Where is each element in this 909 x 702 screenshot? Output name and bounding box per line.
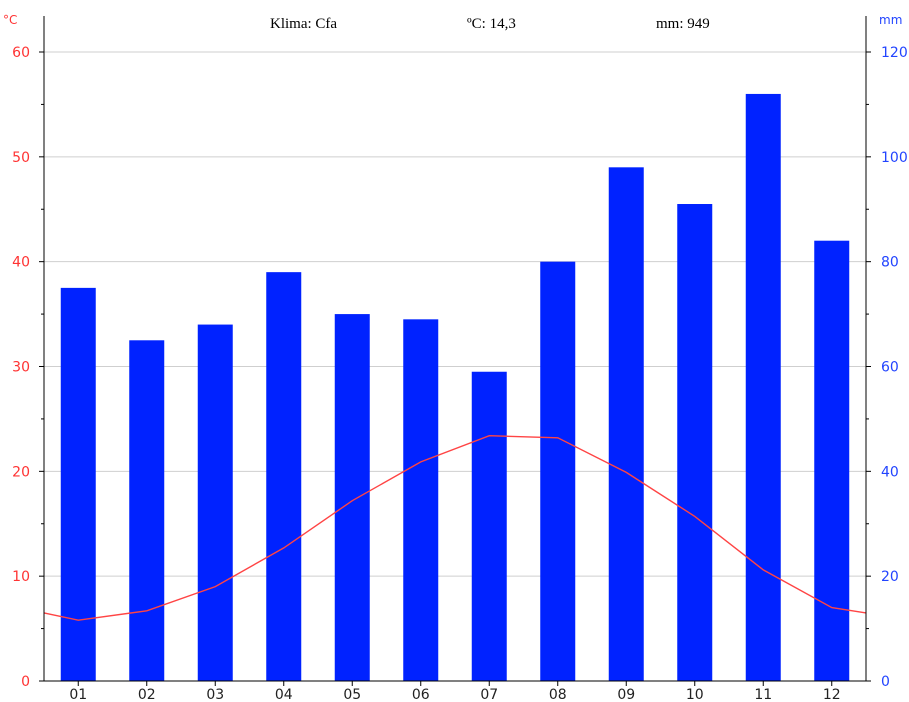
climate-label: Klima: Cfa	[270, 16, 337, 32]
grid-lines	[44, 51, 866, 577]
x-tick-label: 08	[549, 687, 567, 702]
precipitation-bar	[608, 167, 644, 682]
precipitation-total: mm: 949	[656, 16, 710, 32]
right-tick-label: 80	[881, 255, 899, 271]
right-axis-unit: mm	[879, 13, 902, 27]
precipitation-bar	[814, 240, 850, 681]
x-tick-label: 10	[686, 687, 704, 702]
precipitation-bar	[266, 272, 302, 681]
x-tick-label: 07	[480, 687, 498, 702]
precipitation-bar	[129, 340, 165, 681]
left-tick-label: 50	[12, 150, 30, 166]
left-tick-label: 30	[12, 360, 30, 376]
x-tick-label: 12	[823, 687, 841, 702]
left-axis-ticks: 0 10 20 30 40 50 60	[12, 45, 44, 690]
x-tick-label: 05	[343, 687, 361, 702]
temperature-average: ºC: 14,3	[467, 16, 516, 32]
precipitation-bars	[60, 93, 850, 682]
x-tick-label: 06	[412, 687, 430, 702]
x-tick-label: 03	[206, 687, 224, 702]
precipitation-bar	[677, 204, 713, 681]
precipitation-bar	[745, 93, 781, 681]
precipitation-bar	[60, 287, 96, 681]
precipitation-bar	[334, 314, 370, 681]
axes	[43, 16, 867, 682]
left-tick-label: 10	[12, 569, 30, 585]
left-tick-label: 20	[12, 464, 30, 480]
left-tick-label: 0	[21, 674, 30, 690]
x-axis-ticks: 01 02 03 04 05 06 07 08 09 10 11 12	[69, 681, 841, 702]
precipitation-bar	[471, 371, 507, 681]
left-tick-label: 60	[12, 45, 30, 61]
left-axis-unit: °C	[3, 13, 17, 27]
temperature-line	[43, 434, 867, 621]
right-tick-label: 120	[881, 45, 908, 61]
right-tick-label: 100	[881, 150, 908, 166]
right-tick-label: 40	[881, 464, 899, 480]
precipitation-bar	[403, 319, 439, 681]
x-tick-label: 02	[138, 687, 156, 702]
right-tick-label: 0	[881, 674, 890, 690]
x-tick-label: 09	[617, 687, 635, 702]
x-tick-label: 01	[69, 687, 87, 702]
right-axis-ticks: 0 20 40 60 80 100 120	[866, 45, 908, 690]
precipitation-bar	[540, 261, 576, 681]
left-tick-label: 40	[12, 255, 30, 271]
right-tick-label: 60	[881, 360, 899, 376]
right-tick-label: 20	[881, 569, 899, 585]
precipitation-bar	[197, 324, 233, 681]
x-tick-label: 11	[754, 687, 772, 702]
x-tick-label: 04	[275, 687, 293, 702]
